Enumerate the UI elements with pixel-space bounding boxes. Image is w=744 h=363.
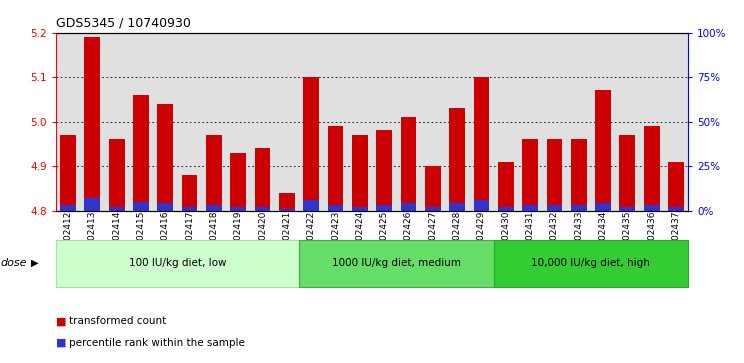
Text: GSM1502423: GSM1502423 — [331, 211, 340, 271]
Text: GSM1502432: GSM1502432 — [550, 211, 559, 271]
Bar — [522, 205, 538, 211]
Bar — [254, 207, 271, 211]
Text: transformed count: transformed count — [69, 316, 167, 326]
Bar — [157, 104, 173, 211]
Text: ▶: ▶ — [31, 258, 39, 268]
Text: GSM1502422: GSM1502422 — [307, 211, 315, 271]
Bar — [304, 77, 319, 211]
Text: GSM1502414: GSM1502414 — [112, 211, 121, 271]
Bar — [279, 193, 295, 211]
Bar — [449, 108, 465, 211]
Bar — [644, 126, 660, 211]
Bar — [206, 205, 222, 211]
Bar — [620, 135, 635, 211]
Bar — [182, 175, 197, 211]
Bar — [109, 207, 124, 211]
Text: GDS5345 / 10740930: GDS5345 / 10740930 — [56, 16, 190, 29]
Bar — [157, 203, 173, 211]
Bar — [279, 209, 295, 211]
Text: GSM1502430: GSM1502430 — [501, 211, 510, 271]
Bar — [595, 203, 611, 211]
Bar — [522, 139, 538, 211]
Bar — [182, 207, 197, 211]
Bar — [206, 135, 222, 211]
Text: 10,000 IU/kg diet, high: 10,000 IU/kg diet, high — [531, 258, 650, 268]
Text: GSM1502429: GSM1502429 — [477, 211, 486, 271]
Bar — [498, 162, 513, 211]
Text: GSM1502425: GSM1502425 — [379, 211, 388, 271]
Bar — [644, 205, 660, 211]
Bar — [571, 139, 587, 211]
Text: GSM1502433: GSM1502433 — [574, 211, 583, 271]
Bar — [352, 207, 368, 211]
Bar — [60, 205, 76, 211]
Text: GSM1502419: GSM1502419 — [234, 211, 243, 271]
Text: GSM1502427: GSM1502427 — [429, 211, 437, 271]
Bar — [498, 207, 513, 211]
Bar — [352, 135, 368, 211]
Text: GSM1502420: GSM1502420 — [258, 211, 267, 271]
Bar — [133, 201, 149, 211]
Bar — [56, 240, 299, 287]
Text: 1000 IU/kg diet, medium: 1000 IU/kg diet, medium — [332, 258, 461, 268]
Text: GSM1502417: GSM1502417 — [185, 211, 194, 271]
Text: GSM1502416: GSM1502416 — [161, 211, 170, 271]
Bar — [376, 205, 392, 211]
Text: GSM1502415: GSM1502415 — [136, 211, 145, 271]
Text: GSM1502431: GSM1502431 — [525, 211, 535, 271]
Bar — [231, 207, 246, 211]
Bar — [231, 153, 246, 211]
Bar — [620, 207, 635, 211]
Bar — [425, 166, 440, 211]
Bar — [473, 200, 490, 211]
Bar — [595, 90, 611, 211]
Bar — [327, 126, 344, 211]
Bar — [425, 207, 440, 211]
Text: GSM1502412: GSM1502412 — [63, 211, 72, 271]
Text: GSM1502421: GSM1502421 — [283, 211, 292, 271]
Text: dose: dose — [1, 258, 28, 268]
Bar — [327, 205, 344, 211]
Bar — [299, 240, 493, 287]
Text: ■: ■ — [56, 316, 66, 326]
Bar — [547, 205, 562, 211]
Text: GSM1502413: GSM1502413 — [88, 211, 97, 271]
Bar — [304, 200, 319, 211]
Text: percentile rank within the sample: percentile rank within the sample — [69, 338, 245, 348]
Bar — [254, 148, 271, 211]
Bar — [60, 135, 76, 211]
Text: GSM1502435: GSM1502435 — [623, 211, 632, 271]
Bar — [133, 95, 149, 211]
Text: GSM1502418: GSM1502418 — [209, 211, 219, 271]
Text: GSM1502428: GSM1502428 — [452, 211, 461, 271]
Bar — [668, 207, 684, 211]
Bar — [571, 205, 587, 211]
Text: ■: ■ — [56, 338, 66, 348]
Text: GSM1502436: GSM1502436 — [647, 211, 656, 271]
Bar — [473, 77, 490, 211]
Text: GSM1502437: GSM1502437 — [672, 211, 681, 271]
Text: GSM1502424: GSM1502424 — [356, 211, 365, 271]
Bar — [400, 117, 417, 211]
Text: GSM1502426: GSM1502426 — [404, 211, 413, 271]
Bar — [109, 139, 124, 211]
Bar — [493, 240, 688, 287]
Text: GSM1502434: GSM1502434 — [599, 211, 608, 271]
Bar — [84, 37, 100, 211]
Text: 100 IU/kg diet, low: 100 IU/kg diet, low — [129, 258, 226, 268]
Bar — [84, 198, 100, 211]
Bar — [449, 203, 465, 211]
Bar — [547, 139, 562, 211]
Bar — [668, 162, 684, 211]
Bar — [400, 203, 417, 211]
Bar — [376, 130, 392, 211]
